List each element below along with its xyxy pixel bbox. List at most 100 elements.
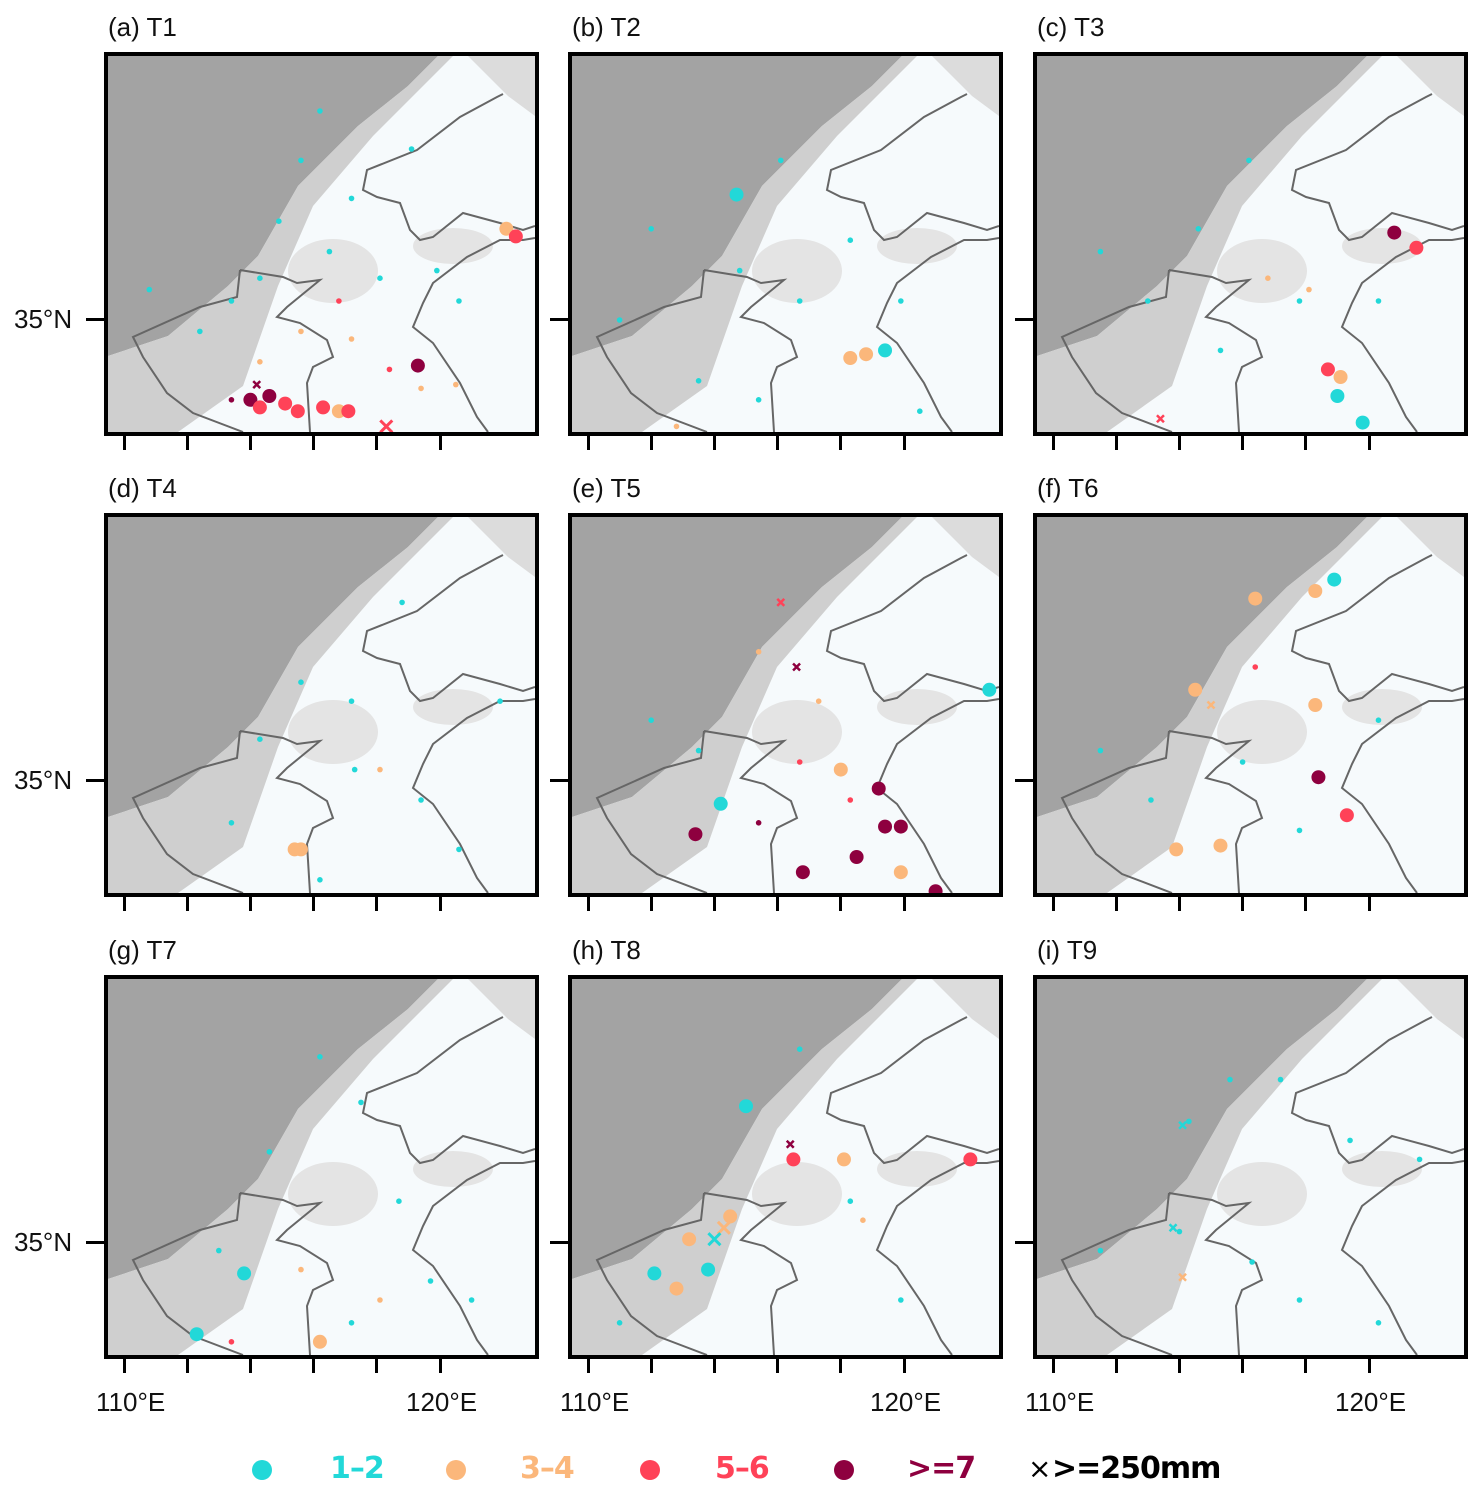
map-canvas <box>1037 979 1464 1355</box>
x-tick <box>586 1355 590 1373</box>
station-marker <box>290 404 305 419</box>
map-canvas <box>108 979 535 1355</box>
lon-label: 110°E <box>560 1387 630 1417</box>
station-marker <box>341 404 356 419</box>
terrain-high <box>108 517 438 817</box>
terrain-mid <box>1037 56 1382 432</box>
station-marker <box>1327 572 1342 587</box>
terrain-northeast <box>932 979 999 1039</box>
station-marker <box>1252 664 1259 670</box>
station-marker <box>243 392 258 407</box>
map-canvas <box>572 979 999 1355</box>
station-marker <box>688 827 703 842</box>
station-marker <box>1213 838 1228 853</box>
legend-label: 3–4 <box>520 1451 575 1486</box>
station-marker <box>252 400 267 415</box>
station-marker <box>1239 759 1246 765</box>
x-tick <box>122 432 126 450</box>
station-marker <box>427 1278 434 1284</box>
legend-dot-icon <box>640 1460 660 1480</box>
station-marker <box>312 1334 327 1349</box>
x-tick <box>712 432 716 450</box>
x-tick <box>1114 432 1118 450</box>
terrain-hills <box>288 239 378 303</box>
station-marker <box>1347 1137 1353 1144</box>
terrain-hills <box>288 1162 378 1226</box>
legend-label: 1–2 <box>330 1451 385 1486</box>
station-marker-extreme <box>1206 700 1216 710</box>
terrain-mid <box>108 56 453 432</box>
coastline <box>361 93 535 432</box>
terrain-hills <box>1217 239 1307 303</box>
x-tick <box>902 1355 906 1373</box>
x-tick <box>375 432 379 450</box>
station-marker <box>859 347 874 362</box>
x-tick <box>248 1355 252 1373</box>
station-marker-extreme <box>379 419 394 432</box>
y-tick <box>86 318 104 321</box>
station-marker <box>1097 248 1104 255</box>
terrain-hills <box>413 1151 493 1187</box>
station-marker <box>377 766 383 773</box>
station-marker <box>386 366 393 373</box>
terrain-hills <box>752 239 842 303</box>
station-marker <box>408 146 415 152</box>
station-marker <box>1355 415 1370 430</box>
station-marker <box>1246 157 1252 164</box>
station-marker <box>1169 842 1184 857</box>
lon-label: 110°E <box>1025 1387 1095 1417</box>
terrain-mid <box>108 979 453 1355</box>
station-marker-extreme <box>252 380 262 389</box>
station-marker <box>326 248 333 255</box>
map-canvas <box>572 56 999 432</box>
x-tick <box>649 432 653 450</box>
station-marker <box>836 1152 851 1167</box>
legend-label: 5–6 <box>715 1451 770 1486</box>
terrain-northeast <box>932 56 999 116</box>
x-tick <box>1304 1355 1308 1373</box>
terrain-hills <box>877 1151 957 1187</box>
station-marker <box>1186 1118 1192 1125</box>
coastline <box>1290 93 1464 432</box>
terrain-high <box>1037 56 1367 356</box>
x-tick <box>1241 432 1245 450</box>
panel-title: (f) T6 <box>1037 473 1099 503</box>
x-tick <box>185 893 189 911</box>
station-marker <box>682 1232 697 1247</box>
station-marker <box>1339 808 1354 823</box>
station-marker <box>1308 698 1323 712</box>
station-marker <box>410 358 425 373</box>
x-tick <box>902 432 906 450</box>
x-tick <box>839 1355 843 1373</box>
station-marker <box>616 1320 623 1326</box>
coastline <box>361 554 535 893</box>
map-panel <box>568 975 1003 1359</box>
station-marker <box>1311 770 1326 785</box>
x-tick <box>375 1355 379 1373</box>
x-tick <box>712 1355 716 1373</box>
station-marker <box>1330 389 1345 403</box>
station-marker-extreme <box>776 598 786 607</box>
terrain-mid <box>572 517 917 893</box>
map-panel <box>104 513 539 897</box>
station-marker <box>508 229 523 244</box>
station-marker <box>317 877 323 883</box>
province-border <box>1060 730 1173 893</box>
x-tick <box>185 432 189 450</box>
x-tick <box>776 432 780 450</box>
terrain-northeast <box>1397 979 1464 1039</box>
map-panel <box>104 975 539 1359</box>
station-marker <box>893 819 908 834</box>
station-marker <box>348 698 355 704</box>
station-marker <box>1148 797 1154 803</box>
station-marker <box>847 237 854 243</box>
station-marker <box>453 381 459 388</box>
station-marker-extreme <box>707 1232 722 1247</box>
station-marker <box>456 298 462 304</box>
station-marker <box>878 819 893 834</box>
x-tick <box>312 432 316 450</box>
station-marker <box>843 351 858 365</box>
station-marker <box>257 359 263 365</box>
station-marker <box>1296 827 1303 834</box>
